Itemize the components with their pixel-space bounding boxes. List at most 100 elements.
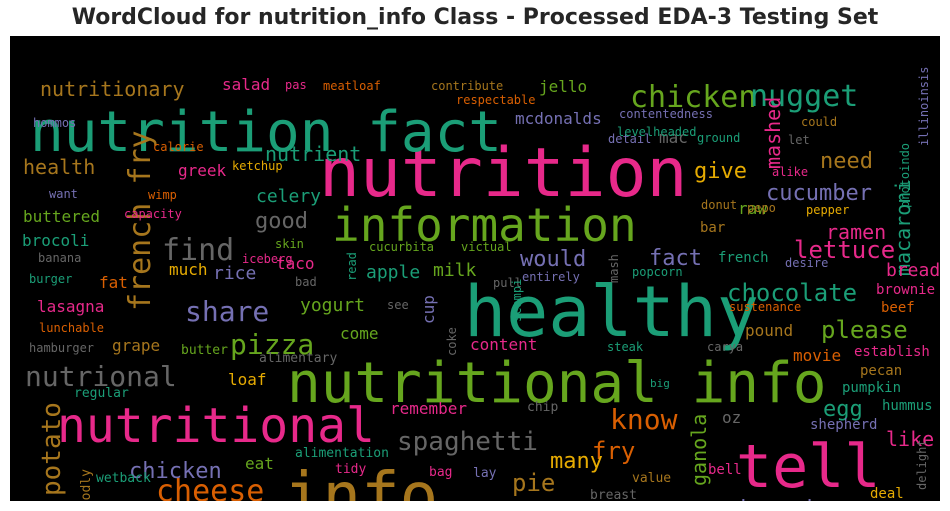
word-celery-44: celery xyxy=(256,186,321,207)
word-salad-55: salad xyxy=(222,75,270,94)
word-cucurbita-114: cucurbita xyxy=(369,240,434,254)
word-nutritionary-10: nutritionary xyxy=(40,77,185,101)
word-capacity-104: capacity xyxy=(124,207,182,221)
word-wimp-106: wimp xyxy=(148,188,177,202)
word-skin-110: skin xyxy=(275,237,304,251)
word-loaf-67: loaf xyxy=(228,370,267,389)
word-chip-87: chip xyxy=(527,400,558,415)
word-donut-127: donut xyxy=(701,198,737,212)
word-bag-89: bag xyxy=(429,465,452,480)
word-brownie-79: brownie xyxy=(876,282,935,298)
word-milk-47: milk xyxy=(433,260,477,281)
word-protoindo-140: protoindo xyxy=(898,143,912,208)
word-could-131: could xyxy=(801,115,837,129)
word-know-22: know xyxy=(610,403,678,436)
word-spaghetti-17: spaghetti xyxy=(397,427,538,457)
word-fat-61: fat xyxy=(99,273,128,292)
word-lettuce-32: lettuce xyxy=(794,236,895,264)
word-give-36: give xyxy=(694,159,747,184)
word-potato-21: potato xyxy=(37,402,67,496)
word-contentedness-135: contentedness xyxy=(619,107,713,121)
word-bell-83: bell xyxy=(708,462,742,478)
word-detail-133: detail xyxy=(608,132,651,146)
word-pie-24: pie xyxy=(512,469,555,497)
word-pepper-128: pepper xyxy=(806,203,849,217)
word-cheese-18: cheese xyxy=(156,474,264,501)
word-nutrional-16: nutrional xyxy=(25,360,177,393)
word-sustenance-124: sustenance xyxy=(729,300,801,314)
word-tell-6: tell xyxy=(736,432,881,501)
word-calorie-107: calorie xyxy=(153,140,204,154)
word-pull-117: pull xyxy=(493,276,522,290)
word-buttered-52: buttered xyxy=(23,207,100,226)
word-entirely-116: entirely xyxy=(522,270,580,284)
word-tidy-90: tidy xyxy=(335,462,366,477)
word-breast-85: breast xyxy=(590,488,637,501)
word-chocolate-31: chocolate xyxy=(727,279,857,307)
word-health-42: health xyxy=(23,155,95,179)
word-good-43: good xyxy=(255,209,308,234)
word-popcorn-119: popcorn xyxy=(632,265,683,279)
word-let-130: let xyxy=(788,133,810,147)
word-taco-59: taco xyxy=(276,254,315,273)
word-yogurt-48: yogurt xyxy=(300,295,365,316)
word-pound-70: pound xyxy=(745,321,793,340)
word-content-65: content xyxy=(470,335,537,354)
word-alimentation-95: alimentation xyxy=(295,446,389,461)
word-regular-97: regular xyxy=(74,386,129,401)
word-french-fry-12: french fry xyxy=(123,130,158,311)
word-cup-63: cup xyxy=(419,295,438,324)
word-mcdonalds-57: mcdonalds xyxy=(515,109,602,128)
word-mashed-39: mashed xyxy=(761,97,785,169)
word-fry-23: fry xyxy=(592,437,635,465)
word-much-60: much xyxy=(169,260,208,279)
word-chicken-8: chicken xyxy=(630,80,756,115)
word-mac-58: mac xyxy=(659,128,688,147)
word-considered-91: considered xyxy=(477,500,555,501)
word-healthy-1: healthy xyxy=(464,271,759,353)
word-illinoinsis-141: illinoinsis xyxy=(917,67,931,146)
word-nutritional-7: nutritional xyxy=(57,398,375,454)
word-cheeseburger-27: cheeseburger xyxy=(727,497,886,501)
word-alike-129: alike xyxy=(772,165,808,179)
chart-title: WordCloud for nutrition_info Class - Pro… xyxy=(71,5,879,30)
word-coke-121: coke xyxy=(445,327,459,356)
word-pepo-126: pepo xyxy=(747,201,776,215)
word-ground-132: ground xyxy=(697,131,740,145)
word-lunchable-99: lunchable xyxy=(39,321,104,335)
word-apple-46: apple xyxy=(366,262,420,283)
word-rice-45: rice xyxy=(213,263,256,284)
word-find-13: find xyxy=(162,233,234,268)
word-fact-37: fact xyxy=(649,246,702,271)
word-chicken-20: chicken xyxy=(129,459,222,484)
word-pumpkin-73: pumpkin xyxy=(842,380,901,396)
word-movie-69: movie xyxy=(793,346,841,365)
word-ramen-33: ramen xyxy=(826,220,886,244)
word-ganola-26: ganola xyxy=(687,414,711,486)
word-cucumber-34: cucumber xyxy=(766,181,872,206)
word-lay-88: lay xyxy=(473,466,497,481)
word-iceberg-111: iceberg xyxy=(242,252,293,266)
word-would-38: would xyxy=(520,247,586,272)
word-shepherd-74: shepherd xyxy=(810,417,877,433)
word-egg-28: egg xyxy=(823,397,863,422)
word-nutritional-info-3: nutritional info xyxy=(287,351,826,416)
word-french-77: french xyxy=(718,250,769,266)
word-bad-112: bad xyxy=(295,275,317,289)
word-establish-81: establish xyxy=(854,344,930,360)
word-contribute-137: contribute xyxy=(431,79,503,93)
word-victual-115: victual xyxy=(461,240,512,254)
word-hummus-72: hummus xyxy=(882,398,933,414)
word-information-4: information xyxy=(332,198,637,252)
word-please-30: please xyxy=(821,316,908,344)
word-cloud: nutrition healthy nutrition fact nutritiona… xyxy=(10,36,940,501)
word-mash-118: mash xyxy=(607,254,621,283)
word-pecan-80: pecan xyxy=(860,363,902,379)
word-remember-66: remember xyxy=(390,399,467,418)
word-jello-56: jello xyxy=(539,77,587,96)
word-delight-142: delight xyxy=(915,439,929,490)
word-banana-103: banana xyxy=(38,251,81,265)
word-deal-82: deal xyxy=(870,486,904,501)
word-steak-122: steak xyxy=(607,340,644,354)
word-nutrition-0: nutrition xyxy=(319,134,687,213)
